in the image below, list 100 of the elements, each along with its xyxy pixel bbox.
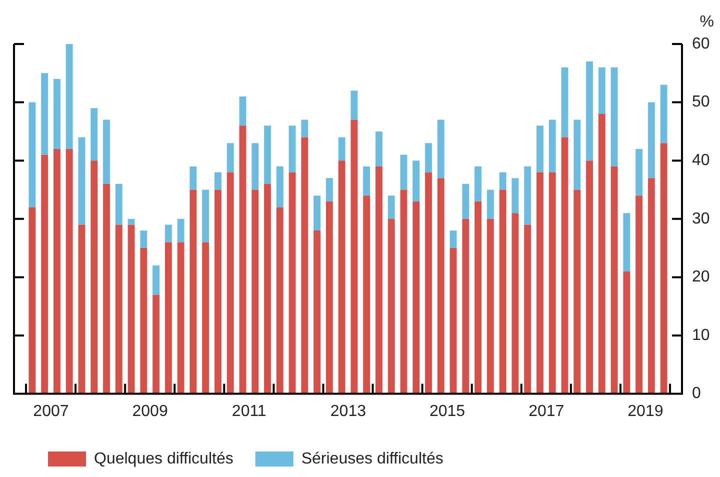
bar xyxy=(499,172,506,190)
bar xyxy=(648,178,655,394)
bar xyxy=(90,160,98,394)
y-tick-label: 40 xyxy=(692,152,710,170)
bar xyxy=(350,120,358,394)
bar xyxy=(598,114,606,394)
bar xyxy=(288,126,296,172)
bar xyxy=(623,271,630,394)
bar xyxy=(512,213,519,394)
bar xyxy=(425,172,432,394)
bar xyxy=(338,137,346,161)
bar xyxy=(425,143,432,172)
bar xyxy=(450,230,457,248)
bar xyxy=(164,224,172,242)
bar xyxy=(152,294,160,394)
bar xyxy=(512,178,519,214)
bar xyxy=(363,196,370,394)
bar xyxy=(536,126,544,172)
x-tick-label: 2011 xyxy=(232,402,266,420)
bar xyxy=(53,148,60,394)
bar xyxy=(239,126,246,394)
bar xyxy=(574,190,581,394)
bar xyxy=(326,201,333,394)
bar xyxy=(276,166,284,208)
bar xyxy=(499,190,506,394)
bar xyxy=(524,166,532,225)
bar xyxy=(610,166,618,394)
bar xyxy=(214,190,222,394)
bar xyxy=(474,166,482,202)
bar xyxy=(561,67,568,138)
bar xyxy=(548,172,556,394)
bar xyxy=(226,172,234,394)
x-tick-label: 2013 xyxy=(330,402,366,420)
bar xyxy=(524,224,532,394)
bar xyxy=(301,120,308,138)
bar xyxy=(536,172,544,394)
x-tick-label: 2017 xyxy=(528,402,564,420)
bar xyxy=(586,61,593,161)
bar xyxy=(636,148,643,196)
y-tick-label: 30 xyxy=(692,210,710,228)
bar xyxy=(214,172,222,190)
bar xyxy=(190,166,197,190)
bar xyxy=(115,184,122,225)
bar xyxy=(226,143,234,172)
bar xyxy=(252,143,259,190)
bar xyxy=(598,67,606,114)
bar xyxy=(152,266,160,295)
bar xyxy=(388,218,395,394)
bar xyxy=(363,166,370,196)
bar xyxy=(623,213,630,272)
bar xyxy=(140,230,148,248)
bar xyxy=(78,224,86,394)
bar xyxy=(301,137,308,394)
bar xyxy=(314,230,321,394)
bar xyxy=(239,96,246,126)
bar xyxy=(202,190,210,242)
bar xyxy=(660,84,668,144)
legend-label: Quelques difficultés xyxy=(94,450,234,468)
bar xyxy=(66,148,73,394)
bar xyxy=(115,224,122,394)
bar xyxy=(450,248,457,394)
bar xyxy=(190,190,197,394)
bar xyxy=(264,184,271,394)
bar xyxy=(350,90,358,120)
bar xyxy=(486,218,494,394)
y-tick-label: 60 xyxy=(692,35,710,52)
bar xyxy=(462,218,470,394)
bar xyxy=(164,242,172,394)
bar xyxy=(28,207,36,394)
x-tick-label: 2009 xyxy=(132,402,168,420)
bar xyxy=(264,126,271,184)
bar xyxy=(561,137,568,394)
bar xyxy=(474,201,482,394)
bar xyxy=(326,178,333,202)
bar xyxy=(140,248,148,394)
bar xyxy=(276,207,284,394)
y-tick-label: 0 xyxy=(692,385,701,402)
bar xyxy=(128,224,135,394)
bar xyxy=(177,242,184,394)
bar xyxy=(288,172,296,394)
bar xyxy=(103,184,110,394)
bar xyxy=(412,160,420,202)
y-axis-title: % xyxy=(700,13,714,30)
x-tick-label: 2007 xyxy=(33,402,69,420)
y-tick-label: 10 xyxy=(692,326,710,344)
bar xyxy=(660,143,668,394)
bar xyxy=(574,120,581,190)
bar xyxy=(53,78,60,149)
bar xyxy=(400,190,408,394)
bar xyxy=(66,44,73,149)
bar xyxy=(338,160,346,394)
bar xyxy=(610,67,618,166)
y-tick-label: 50 xyxy=(692,94,710,111)
bar xyxy=(412,201,420,394)
bar xyxy=(252,190,259,394)
x-tick-label: 2015 xyxy=(429,402,466,420)
bar xyxy=(486,190,494,219)
bar xyxy=(400,154,408,190)
bar xyxy=(78,137,86,225)
bar xyxy=(548,120,556,172)
